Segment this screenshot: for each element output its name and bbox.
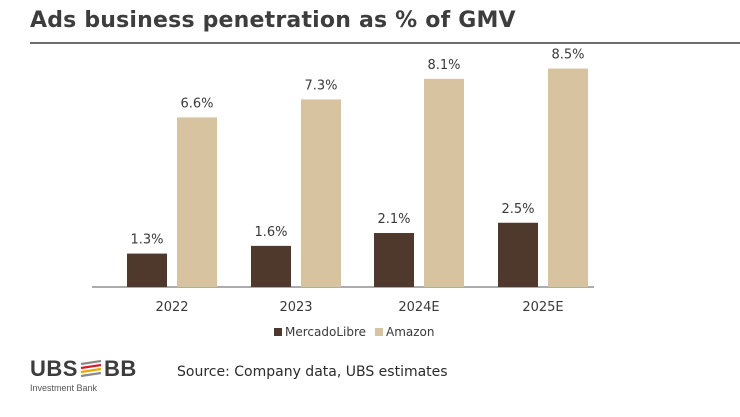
legend-swatch-mercadolibre bbox=[274, 328, 282, 336]
logo-text-right: BB bbox=[103, 356, 137, 381]
data-label-mercadolibre-2023: 1.6% bbox=[254, 225, 287, 240]
data-label-amazon-2022: 6.6% bbox=[180, 96, 213, 111]
x-tick-label-2025e: 2025E bbox=[522, 300, 563, 315]
legend-swatch-amazon bbox=[375, 328, 383, 336]
bar-mercadolibre-2023 bbox=[251, 245, 291, 287]
bar-mercadolibre-2024e bbox=[374, 233, 414, 287]
data-label-amazon-2023: 7.3% bbox=[304, 78, 337, 93]
bar-amazon-2024e bbox=[424, 78, 464, 287]
x-tick-label-2022: 2022 bbox=[155, 300, 188, 315]
data-label-mercadolibre-2022: 1.3% bbox=[130, 233, 163, 248]
bar-amazon-2022 bbox=[177, 117, 217, 287]
data-label-mercadolibre-2025e: 2.5% bbox=[501, 202, 534, 217]
ubs-logo: UBS BB Investment Bank bbox=[30, 356, 137, 393]
bar-amazon-2025e bbox=[548, 68, 588, 287]
logo-mark-icon bbox=[80, 360, 102, 378]
legend-label-amazon: Amazon bbox=[386, 325, 435, 339]
title-rule bbox=[30, 42, 740, 44]
logo-text-left: UBS bbox=[30, 356, 78, 381]
data-label-amazon-2025e: 8.5% bbox=[551, 48, 584, 63]
chart-title: Ads business penetration as % of GMV bbox=[30, 8, 516, 33]
bar-mercadolibre-2025e bbox=[498, 222, 538, 287]
bar-mercadolibre-2022 bbox=[127, 253, 167, 287]
logo-subtitle: Investment Bank bbox=[30, 383, 98, 393]
data-label-amazon-2024e: 8.1% bbox=[427, 58, 460, 73]
source-note: Source: Company data, UBS estimates bbox=[177, 364, 448, 380]
bar-amazon-2023 bbox=[301, 99, 341, 287]
legend-label-mercadolibre: MercadoLibre bbox=[285, 325, 366, 339]
x-tick-label-2023: 2023 bbox=[279, 300, 312, 315]
data-label-mercadolibre-2024e: 2.1% bbox=[377, 212, 410, 227]
x-tick-label-2024e: 2024E bbox=[398, 300, 439, 315]
